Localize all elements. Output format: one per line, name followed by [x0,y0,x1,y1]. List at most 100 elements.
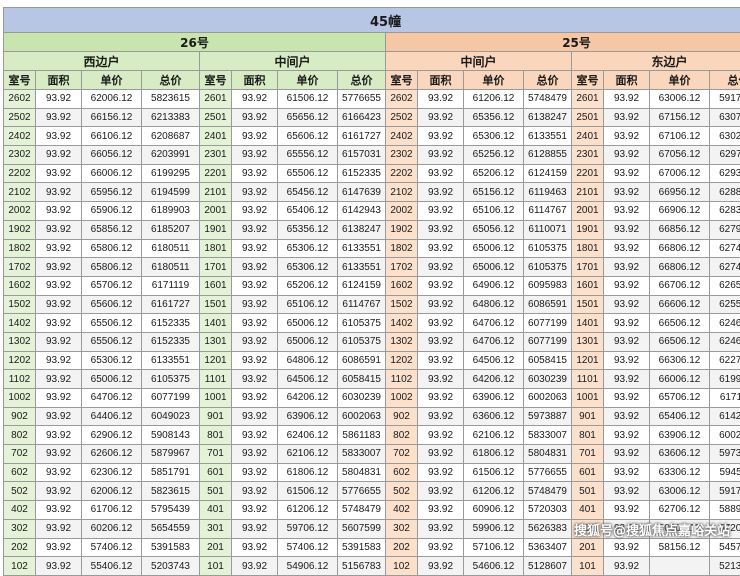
unit-price-cell: 59706.12 [278,519,338,538]
unit-price-cell: 65506.12 [82,314,142,333]
area-cell: 93.92 [36,463,82,482]
area-cell: 93.92 [232,389,278,408]
total-price-cell: 6227471 [710,351,740,370]
room-number-cell: 201 [572,538,604,557]
room-number-cell: 1701 [572,258,604,277]
area-cell: 93.92 [604,239,650,258]
total-price-cell: 6138247 [524,108,572,127]
area-cell: 93.92 [418,239,464,258]
total-price-cell: 6128855 [524,146,572,165]
unit-price-cell: 65006.12 [464,239,524,258]
area-cell: 93.92 [418,164,464,183]
unit-price-cell: 59906.12 [464,519,524,538]
unit-price-cell: 64206.12 [464,370,524,389]
unit-price-cell: 65006.12 [278,332,338,351]
area-cell: 93.92 [232,407,278,426]
area-cell: 93.92 [604,127,650,146]
unit-price-cell: 65206.12 [464,164,524,183]
total-price-cell: 5917535 [710,482,740,501]
unit-price-cell: 67106.12 [650,127,710,146]
unit-price-cell: 65006.12 [464,258,524,277]
area-cell: 93.92 [36,332,82,351]
column-header: 室号 [4,71,36,90]
total-price-cell: 5156783 [338,557,386,576]
room-number-cell: 802 [386,426,418,445]
total-price-cell: 5917535 [710,90,740,109]
unit-price-cell: 63906.12 [278,407,338,426]
total-price-cell: 5879967 [142,445,200,464]
unit-price-cell: 65406.12 [278,202,338,221]
area-cell: 93.92 [418,407,464,426]
unit-price-cell: 65556.12 [278,146,338,165]
total-price-cell: 6161727 [338,127,386,146]
area-cell: 93.92 [418,258,464,277]
area-cell: 93.92 [232,463,278,482]
area-cell: 93.92 [36,426,82,445]
unit-price-cell: 60906.12 [464,501,524,520]
total-price-cell: 6119463 [524,183,572,202]
area-cell: 93.92 [232,482,278,501]
column-header: 总价 [338,71,386,90]
room-number-cell: 1402 [386,314,418,333]
unit-price-cell: 60206.12 [82,519,142,538]
column-header: 总价 [524,71,572,90]
total-price-cell: 6297911 [710,146,740,165]
room-number-cell: 1302 [4,332,36,351]
unit-price-cell: 64706.12 [464,332,524,351]
area-cell: 93.92 [232,183,278,202]
area-cell: 93.92 [36,220,82,239]
unit-price-cell: 65906.12 [82,202,142,221]
room-number-cell: 2401 [572,127,604,146]
area-cell: 93.92 [604,351,650,370]
area-cell: 93.92 [232,519,278,538]
room-number-cell: 1102 [4,370,36,389]
unit-price-cell: 66806.12 [650,239,710,258]
area-cell: 93.92 [36,538,82,557]
unit-price-cell: 65806.12 [82,258,142,277]
unit-price-cell: 65956.12 [82,183,142,202]
unit-price-cell: 64706.12 [464,314,524,333]
unit-price-cell: 65606.12 [82,295,142,314]
total-price-cell: 6246255 [710,314,740,333]
room-number-cell: 1601 [200,276,232,295]
unit-price-cell: 64506.12 [464,351,524,370]
room-number-cell: 1201 [572,351,604,370]
total-price-cell: 6002063 [338,407,386,426]
area-cell: 93.92 [232,276,278,295]
total-price-cell: 6199295 [142,164,200,183]
total-price-cell: 5833007 [524,426,572,445]
total-price-cell: 6095983 [524,276,572,295]
area-cell: 93.92 [418,351,464,370]
unit-price-cell: 65106.12 [278,295,338,314]
total-price-cell: 5720303 [524,501,572,520]
total-price-cell: 5128607 [524,557,572,576]
total-price-cell: 6114767 [338,295,386,314]
total-price-cell: 6002063 [524,389,572,408]
room-number-cell: 1001 [200,389,232,408]
area-cell: 93.92 [36,482,82,501]
room-number-cell: 102 [4,557,36,576]
area-cell: 93.92 [232,295,278,314]
total-price-cell: 6147639 [338,183,386,202]
unit-price-cell: 65656.12 [278,108,338,127]
total-price-cell: 6110071 [524,220,572,239]
area-cell: 93.92 [418,276,464,295]
unit-price-cell: 63006.12 [650,482,710,501]
area-cell: 93.92 [604,538,650,557]
column-header: 单价 [82,71,142,90]
area-cell: 93.92 [418,314,464,333]
area-cell: 93.92 [604,389,650,408]
total-price-cell: 5457327 [710,538,740,557]
unit-price-cell: 63906.12 [650,426,710,445]
room-number-cell: 2001 [572,202,604,221]
room-number-cell: 602 [386,463,418,482]
total-price-cell: 6194599 [142,183,200,202]
column-header: 面积 [418,71,464,90]
unit-price-cell: 64906.12 [464,276,524,295]
total-price-cell: 6124159 [524,164,572,183]
unit-price-cell: 65006.12 [278,314,338,333]
